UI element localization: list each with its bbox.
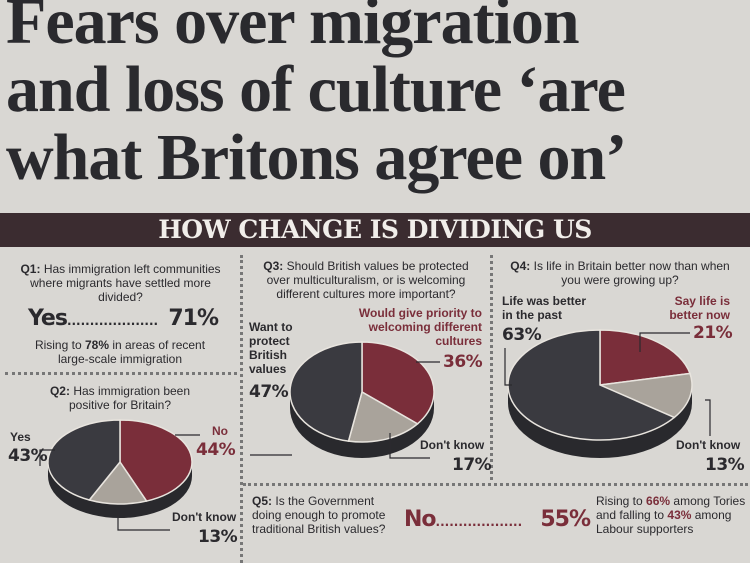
q5-note-value: 66% <box>646 494 671 508</box>
q4-number: Q4: <box>510 259 531 273</box>
q1-note-text: Rising to <box>34 338 85 352</box>
q2-number: Q2: <box>49 384 70 398</box>
headline-line: what Britons agree on’ <box>6 121 627 194</box>
q2-no-label: No <box>212 424 228 438</box>
q3-welcoming-label: Would give priority to welcoming differe… <box>358 306 482 348</box>
divider <box>243 483 748 486</box>
q2-question-text: Has immigration been positive for Britai… <box>68 384 191 412</box>
q2-yes-label: Yes <box>10 430 31 444</box>
q1-note: Rising to 78% in areas of recent large-s… <box>20 338 220 366</box>
q4-past-label: Life was better in the past <box>502 294 587 322</box>
q4-question: Q4: Is life in Britain better now than w… <box>500 259 740 287</box>
pie-q3 <box>289 341 435 458</box>
q1-dots: .................... <box>66 314 159 328</box>
pie-slice <box>347 390 419 443</box>
q3-dontknow-label: Don't know <box>420 438 485 452</box>
q4-dontknow-value: 13% <box>705 455 745 475</box>
q3-protect-value: 47% <box>249 382 289 402</box>
q1-answer: Yes <box>28 306 68 331</box>
q4-dontknow-label: Don't know <box>676 438 741 452</box>
pie-slice <box>47 419 121 501</box>
headline-line: Fears over migration <box>6 0 580 58</box>
q3-welcoming-value: 36% <box>443 352 483 372</box>
divider <box>240 255 243 563</box>
q3-question-text: Should British values be protected over … <box>266 259 469 301</box>
q1-question: Q1: Has immigration left communities whe… <box>8 262 233 304</box>
q1-question-text: Has immigration left communities where m… <box>30 262 221 304</box>
pie-slice <box>88 460 148 505</box>
pie-slice <box>597 372 693 419</box>
q4-better-value: 21% <box>693 323 733 343</box>
pie-slice <box>599 329 691 386</box>
q3-question: Q3: Should British values be protected o… <box>250 259 482 301</box>
q4-better-label: Say life is better now <box>669 294 730 322</box>
q1-value: 71% <box>168 306 219 331</box>
q2-question: Q2: Has immigration been positive for Br… <box>40 384 200 412</box>
q5-number: Q5: <box>252 494 273 508</box>
pie-q4 <box>507 329 693 458</box>
pie-slice <box>289 341 363 442</box>
q5-note-text: among Labour supporters <box>596 508 732 536</box>
pie-slice <box>119 419 193 502</box>
q5-note-value: 43% <box>667 508 692 522</box>
q1-number: Q1: <box>20 262 41 276</box>
q5-question: Q5: Is the Government doing enough to pr… <box>252 494 400 536</box>
q5-value: 55% <box>540 507 591 532</box>
pie-slice <box>507 329 676 441</box>
q1-note-value: 78% <box>84 338 109 352</box>
q2-dontknow-value: 13% <box>198 527 238 547</box>
pie-slice <box>361 341 435 425</box>
q2-dontknow-label: Don't know <box>172 510 237 524</box>
q5-question-text: Is the Government doing enough to promot… <box>252 494 386 536</box>
q1-note-text: in areas of recent large-scale immigrati… <box>57 338 206 366</box>
leader-lines <box>39 332 711 531</box>
headline: Fears over migration and loss of culture … <box>6 0 746 192</box>
q5-dots: ................... <box>435 515 523 529</box>
pie-q2 <box>47 419 193 518</box>
q2-yes-value: 43% <box>8 446 48 466</box>
q3-number: Q3: <box>263 259 284 273</box>
q5-note-text: among Tories and falling to <box>596 494 746 522</box>
divider <box>490 255 493 480</box>
q5-answer: No <box>404 507 437 532</box>
banner: HOW CHANGE IS DIVIDING US <box>0 213 750 247</box>
q2-no-value: 44% <box>196 440 236 460</box>
q4-past-value: 63% <box>502 325 542 345</box>
q3-protect-label: Want to protect British values <box>249 320 293 376</box>
q4-question-text: Is life in Britain better now than when … <box>533 259 730 287</box>
q5-answer-row: No................... 55% <box>404 507 591 535</box>
divider <box>5 372 237 375</box>
q5-note: Rising to 66% among Tories and falling t… <box>596 494 748 536</box>
q5-note-text: Rising to <box>596 494 647 508</box>
q1-answer-row: Yes.................... 71% <box>28 306 219 334</box>
q3-dontknow-value: 17% <box>452 455 492 475</box>
headline-line: and loss of culture ‘are <box>6 53 626 126</box>
